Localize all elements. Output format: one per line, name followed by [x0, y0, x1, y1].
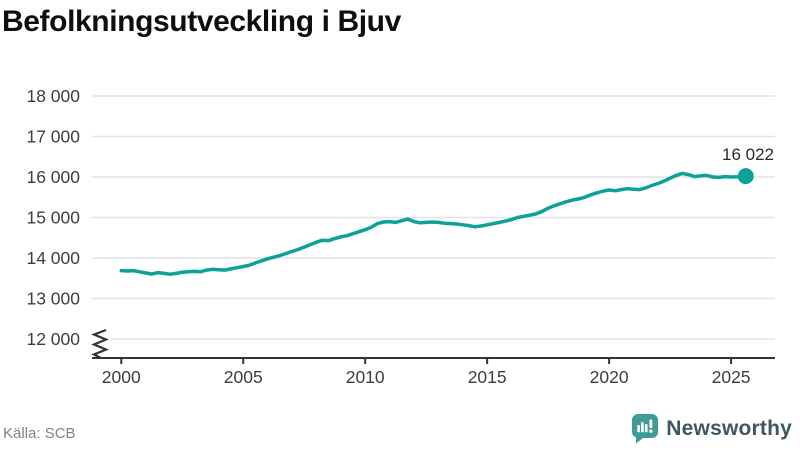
chart-title: Befolkningsutveckling i Bjuv	[2, 5, 401, 38]
source-caption: Källa: SCB	[3, 425, 76, 442]
x-tick-label: 2005	[224, 367, 263, 387]
y-tick-label: 16 000	[26, 167, 80, 187]
x-tick-label: 2010	[346, 367, 385, 387]
axis-break-icon	[91, 328, 109, 359]
x-tick-label: 2015	[468, 367, 507, 387]
newsworthy-bubble-chart-icon	[632, 414, 659, 444]
population-line-chart: 18 000 17 000 16 000 15 000 14 000 13 000 12 0…	[26, 86, 775, 387]
x-tick-label: 2020	[590, 367, 629, 387]
y-tick-label: 17 000	[26, 127, 80, 147]
chart-footer: Källa: SCB Newsworthy	[0, 404, 800, 450]
y-tick-label: 13 000	[26, 289, 80, 309]
latest-point-marker	[737, 168, 754, 185]
population-line	[119, 171, 748, 276]
y-tick-label: 12 000	[26, 329, 80, 349]
x-tick-label: 2000	[102, 367, 141, 387]
latest-value-label: 16 022	[722, 145, 774, 164]
x-tick-label: 2025	[712, 367, 751, 387]
newsworthy-wordmark: Newsworthy	[666, 417, 792, 440]
y-tick-label: 18 000	[26, 86, 80, 106]
newsworthy-logo[interactable]: Newsworthy	[632, 414, 792, 444]
y-tick-label: 14 000	[26, 248, 80, 268]
y-tick-label: 15 000	[26, 208, 80, 228]
